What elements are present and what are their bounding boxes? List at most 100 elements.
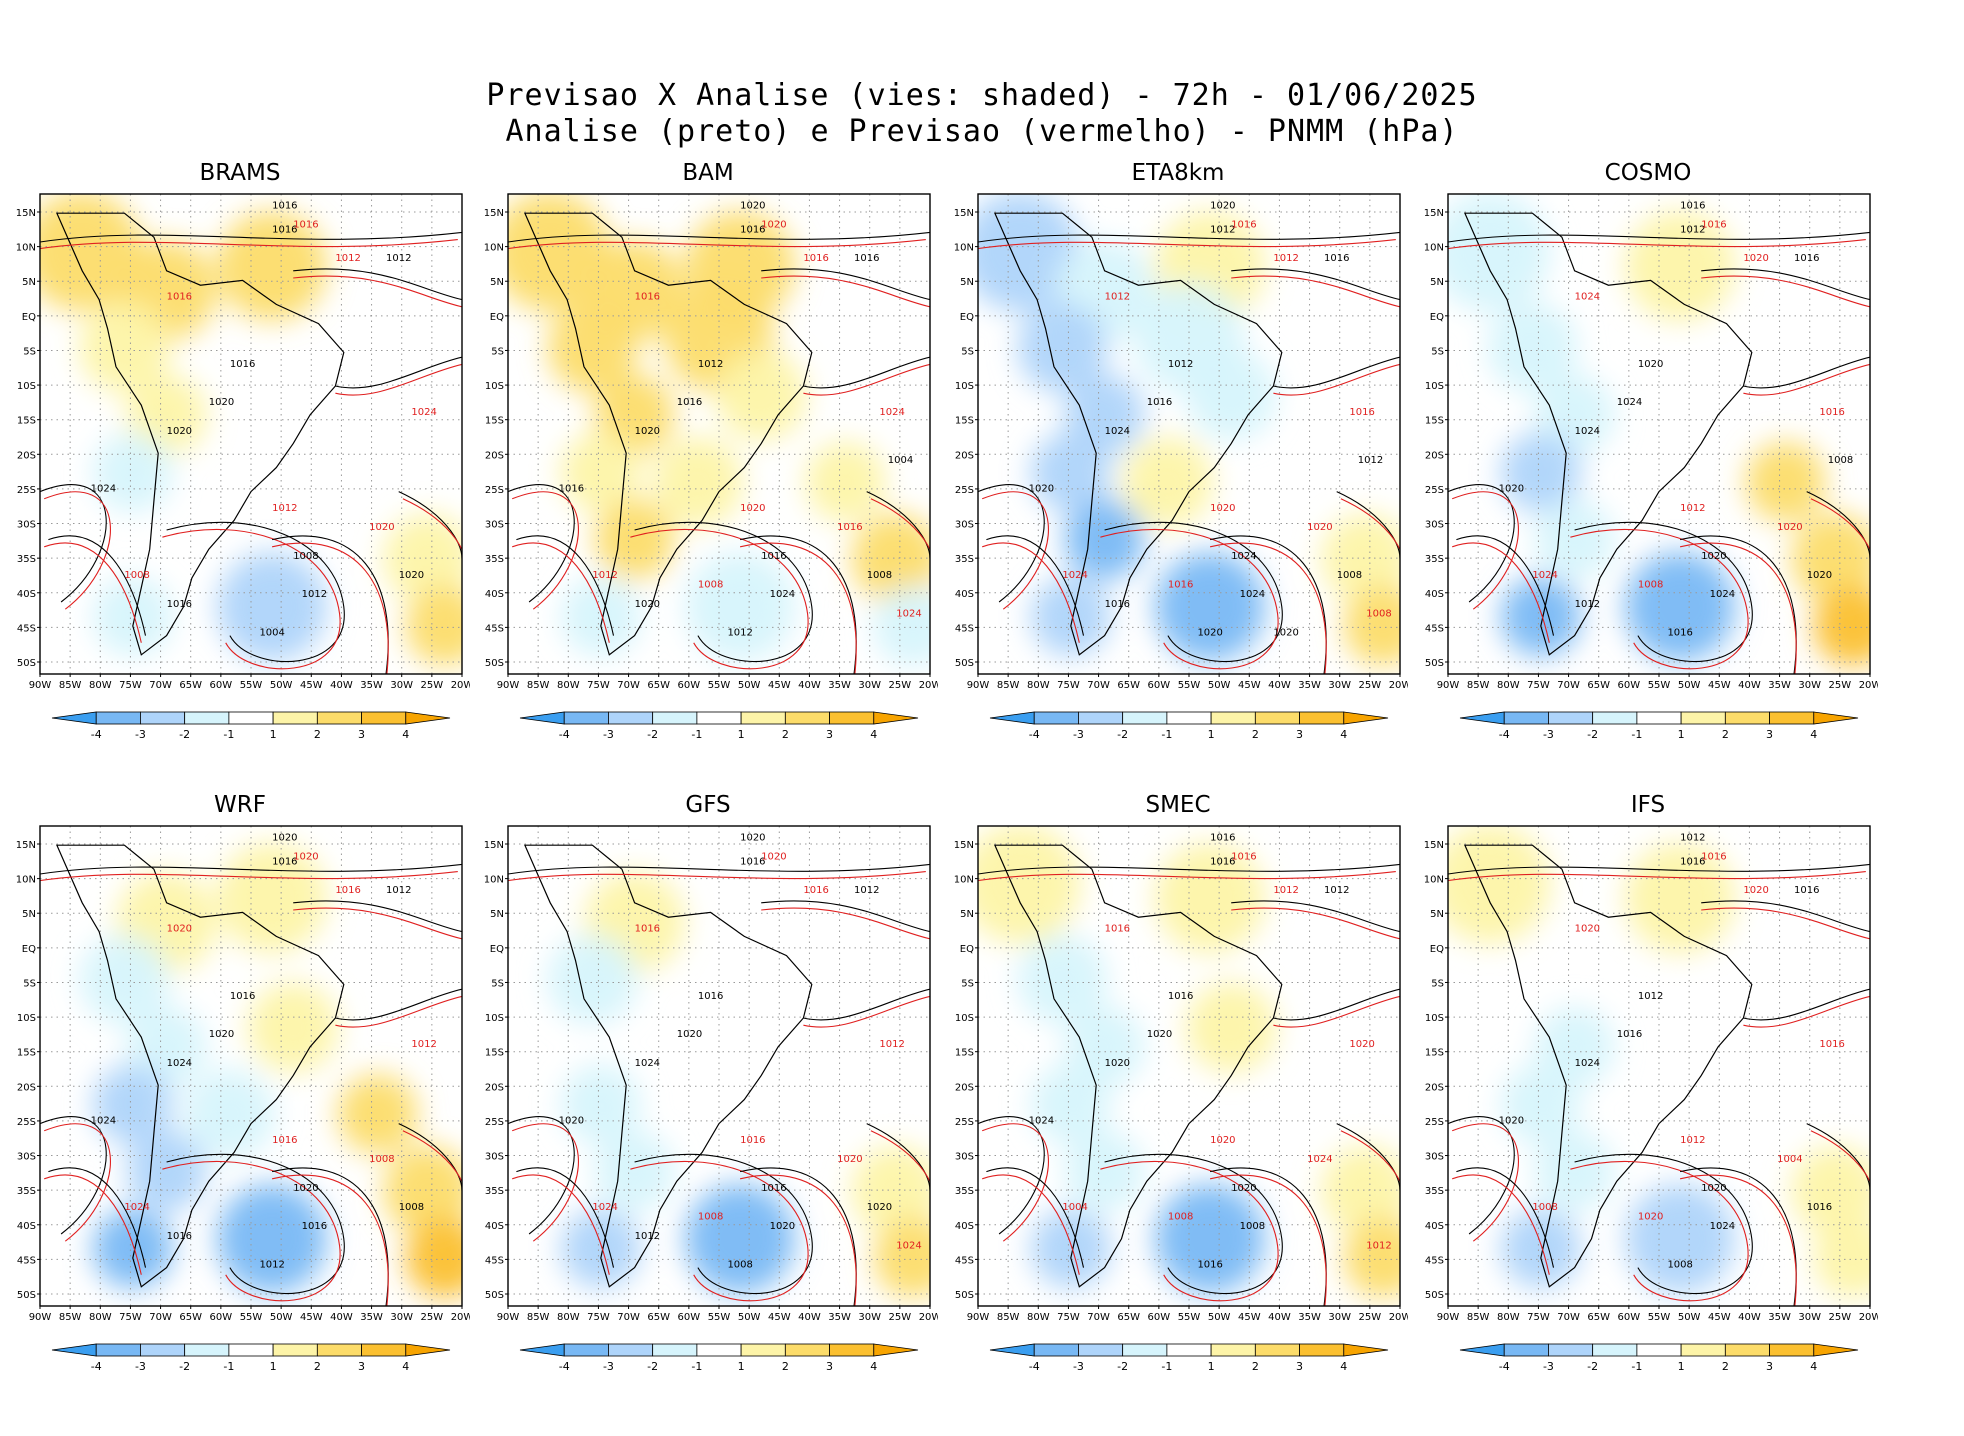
- forecast-isobar-label: 1024: [1062, 570, 1087, 581]
- bias-shade: [1017, 302, 1108, 393]
- analysis-isobar-label: 1016: [1680, 856, 1705, 867]
- lon-tick-label: 20W: [1389, 1312, 1408, 1323]
- lon-tick-label: 20W: [919, 1312, 938, 1323]
- colorbar: -4 -3 -2 -1 1 2 3 4: [989, 1343, 1389, 1373]
- lon-tick-label: 60W: [678, 680, 701, 691]
- colorbar-swatch: [1343, 711, 1389, 725]
- forecast-isobar-label: 1024: [896, 608, 921, 619]
- model-panel-smec: SMEC 1016 1016 1012 1016 1020 1024 1020 1008 1020…: [948, 786, 1408, 1406]
- forecast-isobar: [630, 529, 809, 670]
- analysis-isobar-label: 1020: [867, 1202, 892, 1213]
- bias-shade: [126, 1131, 207, 1212]
- forecast-isobar-label: 1012: [1105, 292, 1130, 303]
- lon-tick-label: 80W: [89, 680, 112, 691]
- colorbar-label: -3: [603, 728, 614, 741]
- lat-tick-label: 10S: [955, 1013, 974, 1024]
- analysis-isobar: [166, 521, 345, 662]
- lon-tick-label: 45W: [300, 680, 323, 691]
- lon-tick-label: 25W: [1829, 1312, 1852, 1323]
- analysis-isobar: [40, 484, 107, 603]
- analysis-isobar-label: 1008: [1240, 1221, 1265, 1232]
- model-title: BAM: [682, 160, 734, 186]
- analysis-isobar: [508, 484, 575, 603]
- forecast-isobar: [43, 491, 111, 610]
- forecast-isobar: [1340, 498, 1400, 552]
- colorbar-label: -1: [1161, 1360, 1172, 1373]
- colorbar-swatch: [696, 1343, 742, 1357]
- forecast-isobar-label: 1004: [1777, 1154, 1802, 1165]
- bias-shade: [126, 374, 207, 455]
- lat-tick-label: 15N: [954, 208, 974, 219]
- bias-shade: [873, 586, 930, 666]
- bias-shade: [508, 194, 611, 312]
- coastline: [993, 844, 1283, 1288]
- lon-tick-label: 70W: [1087, 1312, 1110, 1323]
- bias-shade: [383, 1145, 462, 1236]
- colorbar-swatch: [608, 1343, 654, 1357]
- forecast-isobar: [40, 239, 458, 250]
- analysis-isobar: [1273, 988, 1400, 1021]
- forecast-isobar-label: 1016: [293, 220, 318, 231]
- bias-shade: [547, 302, 638, 393]
- lat-tick-label: 10N: [1424, 243, 1444, 254]
- lat-tick-label: 30S: [1425, 520, 1444, 531]
- lat-tick-label: 15S: [1425, 1048, 1444, 1059]
- lat-tick-label: 20S: [485, 450, 504, 461]
- forecast-isobar-label: 1020: [1349, 1039, 1374, 1050]
- lon-tick-label: 25W: [1359, 680, 1382, 691]
- colorbar-swatch: [563, 711, 609, 725]
- lon-tick-label: 70W: [149, 1312, 172, 1323]
- colorbar-swatch: [1813, 711, 1859, 725]
- lon-tick-label: 20W: [1859, 680, 1878, 691]
- bias-shade: [217, 551, 328, 662]
- analysis-isobar: [1574, 521, 1753, 662]
- lat-tick-label: 5N: [490, 277, 504, 288]
- analysis-isobar-label: 1024: [91, 1116, 116, 1127]
- colorbar-label: -2: [1587, 1360, 1598, 1373]
- lon-tick-label: 90W: [967, 680, 990, 691]
- bias-shade: [873, 1218, 930, 1298]
- lat-tick-label: 15N: [484, 840, 504, 851]
- lat-tick-label: 45S: [1425, 623, 1444, 634]
- lat-tick-label: EQ: [1430, 312, 1444, 323]
- lon-tick-label: 65W: [647, 680, 670, 691]
- lon-tick-label: 25W: [1829, 680, 1852, 691]
- lon-tick-label: 55W: [708, 1312, 731, 1323]
- colorbar-swatch: [1724, 1343, 1770, 1357]
- lon-tick-label: 70W: [1557, 1312, 1580, 1323]
- map-area: 1020101610121016102010201024102010161008…: [508, 826, 930, 1306]
- lat-tick-label: 45S: [17, 623, 36, 634]
- colorbar-label: -1: [691, 1360, 702, 1373]
- lon-tick-label: 65W: [179, 1312, 202, 1323]
- colorbar-label: 2: [1722, 1360, 1729, 1373]
- lat-tick-label: 15S: [1425, 416, 1444, 427]
- lon-tick-label: 40W: [330, 1312, 353, 1323]
- bias-shade: [685, 1183, 796, 1294]
- lat-tick-label: 40S: [17, 1221, 36, 1232]
- analysis-isobar-label: 1016: [1105, 599, 1130, 610]
- analysis-isobar-label: 1012: [1680, 832, 1705, 843]
- bias-shade: [92, 432, 173, 513]
- analysis-isobar-label: 1016: [677, 397, 702, 408]
- forecast-isobar: [162, 529, 341, 670]
- colorbar-label: 3: [826, 1360, 833, 1373]
- colorbar-label: -4: [1029, 728, 1040, 741]
- map-area: 1020101610161012101610161020102410161012…: [508, 194, 930, 674]
- colorbar-swatch: [873, 711, 919, 725]
- lon-tick-label: 30W: [858, 680, 881, 691]
- analysis-isobar-label: 1016: [1147, 397, 1172, 408]
- colorbar-swatch: [563, 1343, 609, 1357]
- bias-shade: [383, 513, 462, 604]
- colorbar-swatch: [1210, 1343, 1256, 1357]
- colorbar-label: -4: [1029, 1360, 1040, 1373]
- lat-tick-label: 35S: [17, 1186, 36, 1197]
- lat-tick-label: 45S: [955, 623, 974, 634]
- lat-tick-label: 10N: [954, 243, 974, 254]
- analysis-isobar-label: 1020: [770, 1221, 795, 1232]
- analysis-isobar: [398, 1123, 462, 1191]
- bias-shade: [978, 826, 1081, 944]
- analysis-isobar-label: 1024: [1029, 1116, 1054, 1127]
- colorbar-swatch: [95, 711, 141, 725]
- lon-tick-label: 60W: [210, 1312, 233, 1323]
- lat-tick-label: 50S: [1425, 1290, 1444, 1301]
